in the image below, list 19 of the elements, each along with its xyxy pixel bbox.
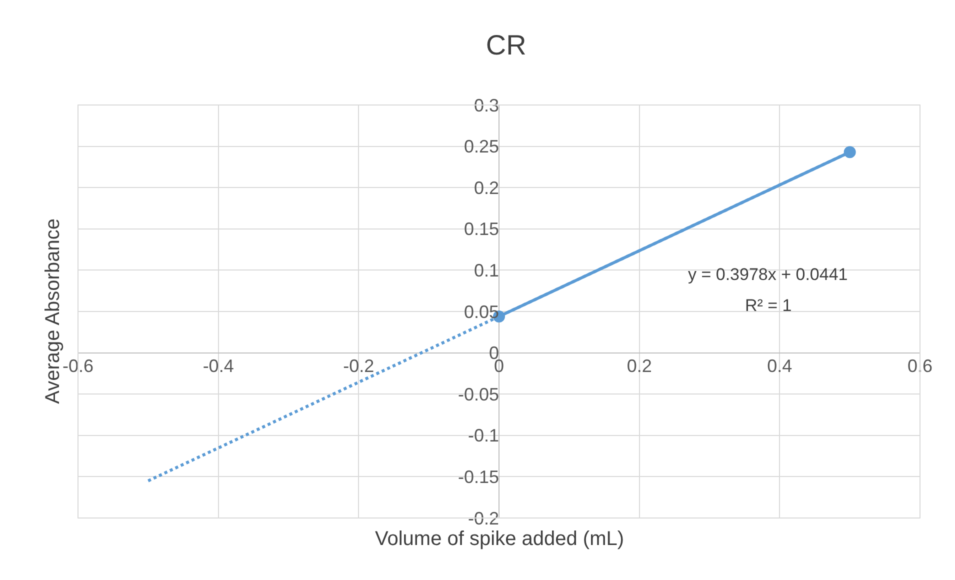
y-tick-label: -0.05 [458,384,499,404]
x-tick-label: -0.4 [202,356,234,376]
x-tick-label: -0.2 [343,356,374,376]
x-tick-label: 0.4 [767,356,792,376]
y-tick-label: 0.2 [474,178,499,198]
y-tick-label: 0.15 [464,219,499,240]
annotation: y = 0.3978x + 0.0441 [688,265,848,284]
annotation: R² = 1 [745,296,792,315]
y-tick-label: 0.1 [474,260,499,280]
y-tick-label: -0.1 [468,426,499,446]
y-tick-label: 0.05 [464,302,499,322]
y-tick-label: -0.15 [458,467,499,487]
y-axis-title: Average Absorbance [42,218,64,404]
x-tick-label: 0.6 [907,356,933,376]
chart-title: CR [486,29,526,60]
y-tick-label: 0.25 [464,136,499,157]
x-tick-label: 0.2 [626,356,652,376]
x-axis-title: Volume of spike added (mL) [375,528,624,550]
x-tick-label: -0.6 [62,356,94,376]
